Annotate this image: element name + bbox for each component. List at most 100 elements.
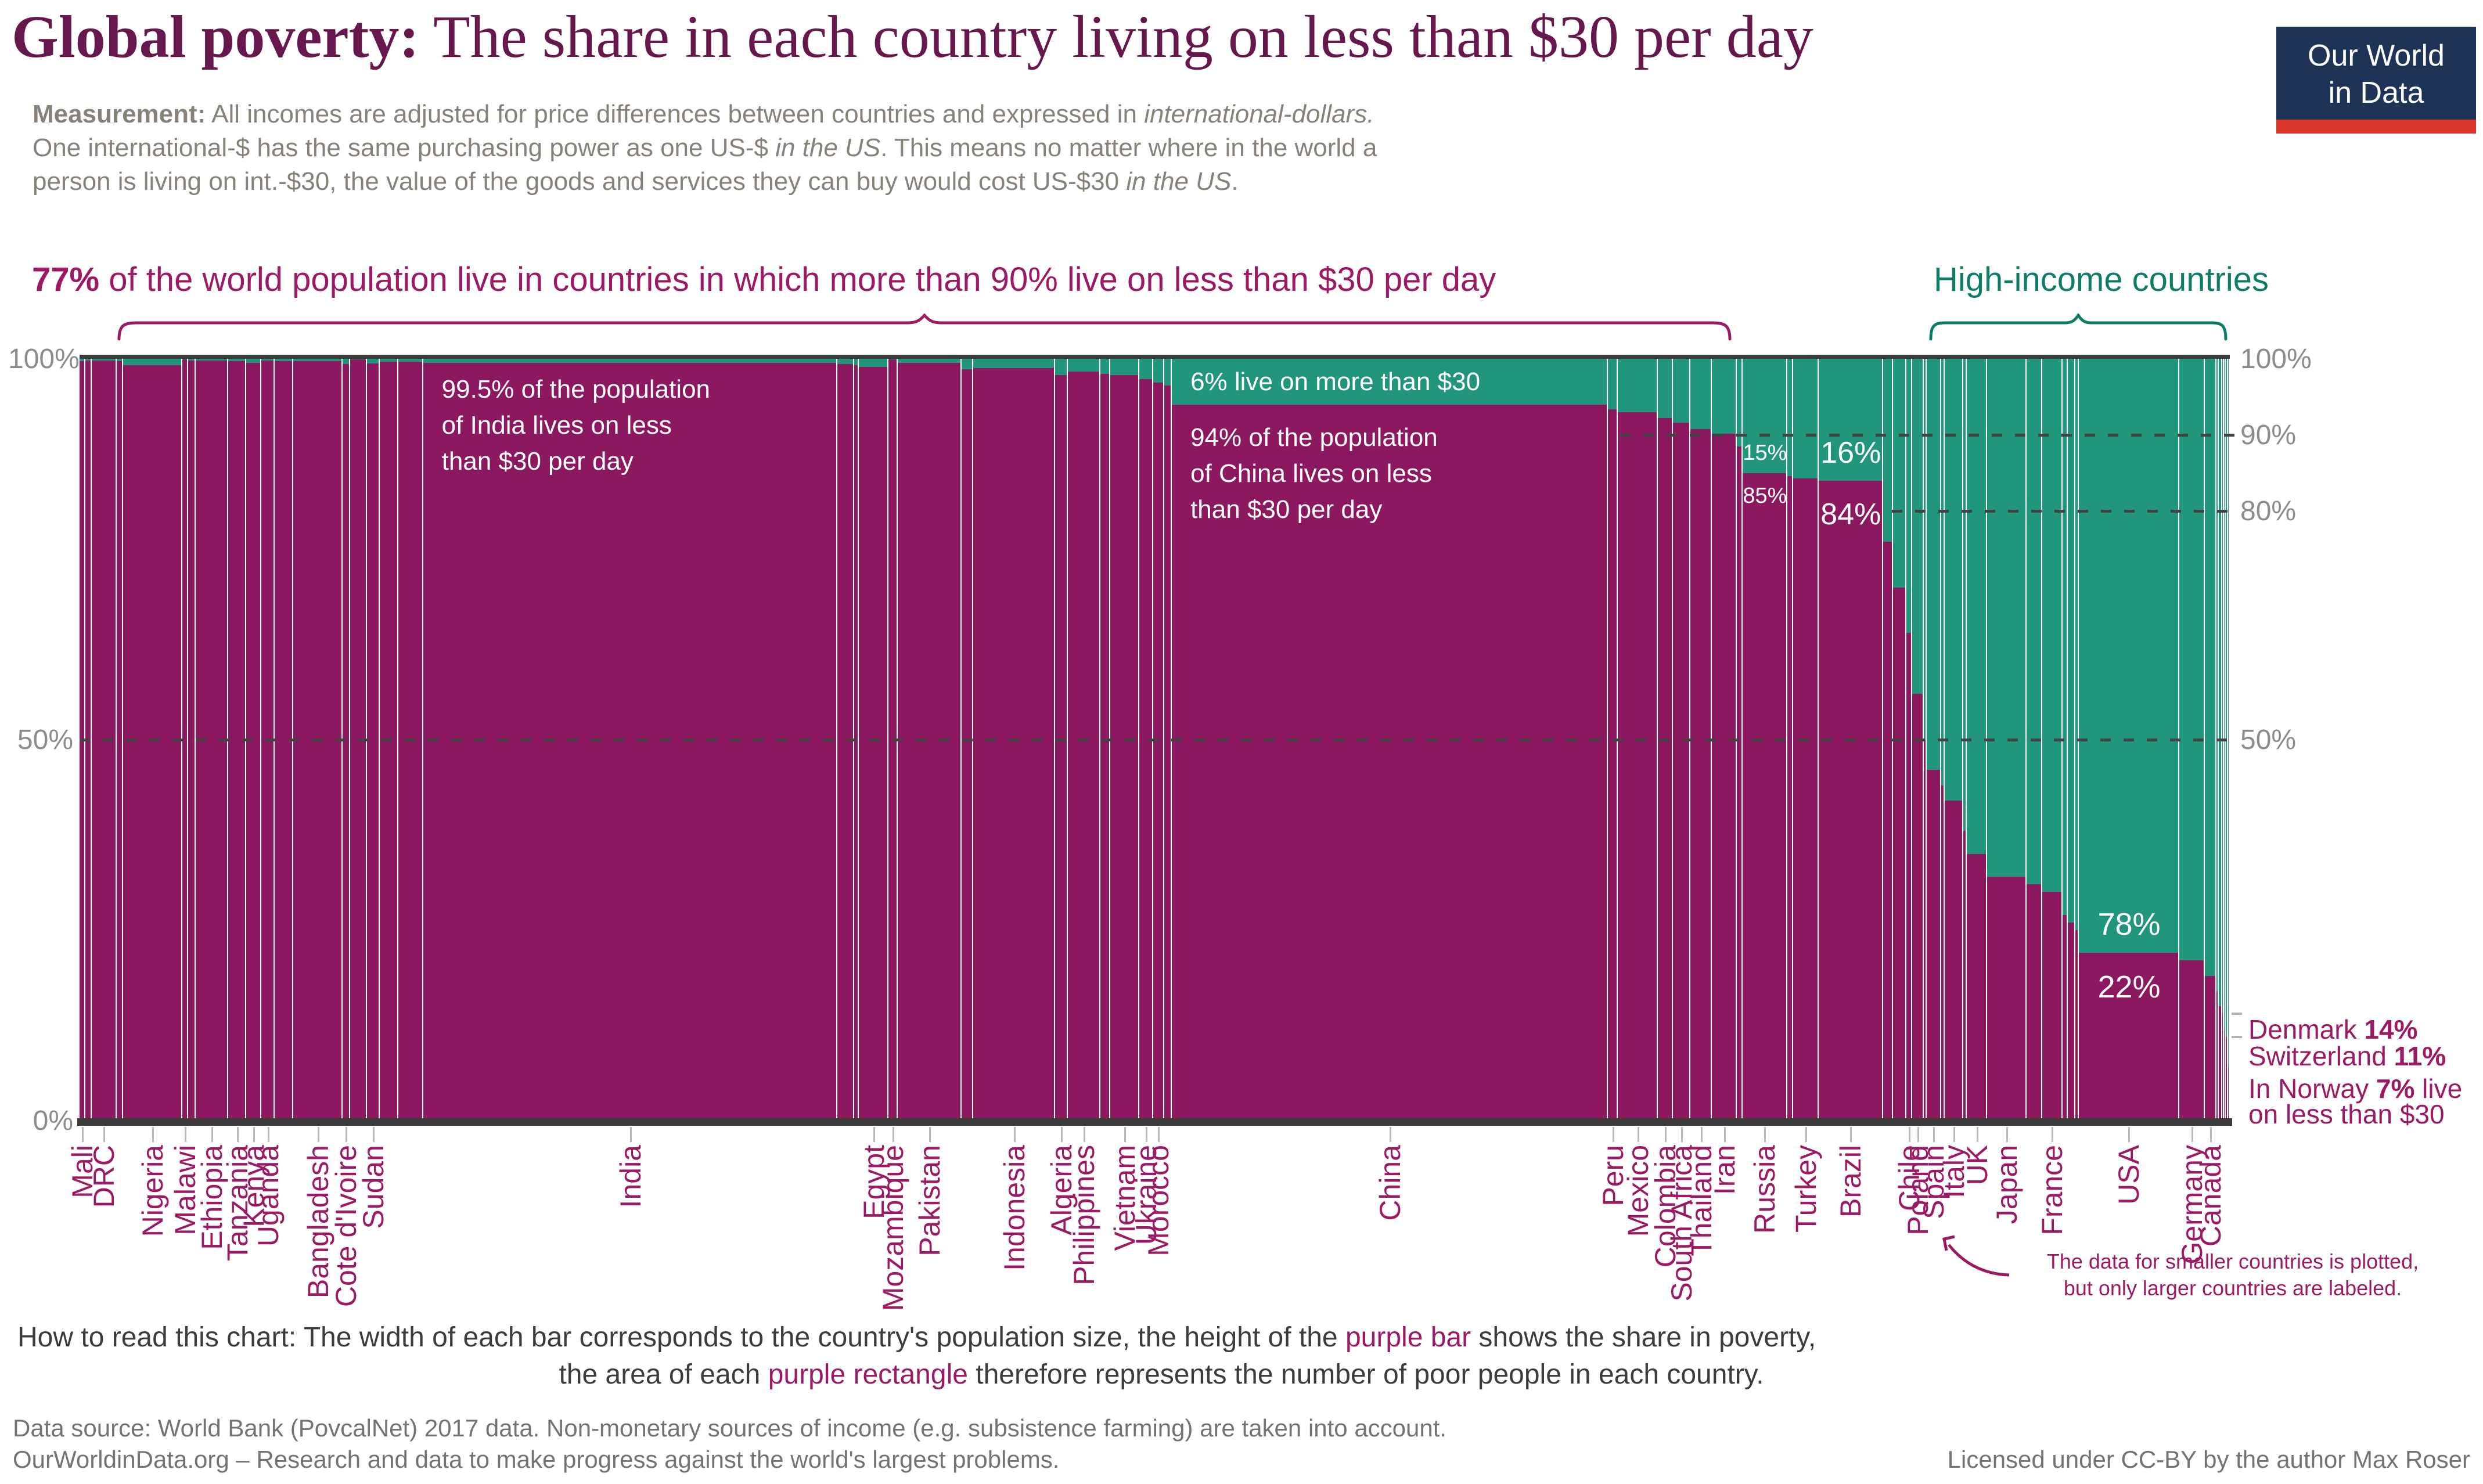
how-to-read: How to read this chart: The width of eac… [17,1319,2305,1393]
x-label-USA: USA [2113,1145,2146,1205]
x-tick-Kenya [253,1127,256,1142]
bar-fill [1164,385,1171,1121]
x-tick-Sudan [373,1127,375,1142]
x-label-UK: UK [1960,1145,1993,1186]
x-tick-Canada [2209,1127,2212,1142]
x-tick-France [2052,1127,2054,1142]
bar-fill [1618,412,1657,1121]
gridline-90 [1620,434,2237,437]
brace-left-icon [117,314,1732,341]
bar-fill [1657,418,1672,1121]
pct-below-USA: 22% [2097,970,2161,1005]
x-tick-South Africa [1681,1127,1683,1142]
gridline-50 [80,739,2237,741]
x-tick-Pakistan [929,1127,931,1142]
bar-fill [2219,1006,2221,1121]
x-tick-Philippines [1083,1127,1085,1142]
india-note-line3: than $30 per day [441,447,634,476]
y-axis-label-left-100: 100% [8,344,80,374]
gridline-80 [1892,510,2237,513]
bar-fill [2075,930,2078,1121]
y-axis-label-right-100: 100% [2240,344,2312,374]
bar-fill [1787,476,1793,1121]
x-label-Pakistan: Pakistan [913,1145,946,1256]
china-note-line3: than $30 per day [1190,495,1383,524]
bar-fill [1737,446,1741,1121]
india-note-line1: 99.5% of the population [441,375,711,404]
x-tick-Ethiopia [211,1127,214,1142]
bar-fill [2222,1014,2223,1121]
right-note-line3: In Norway 7% live [2248,1074,2463,1104]
pct-above-USA: 78% [2097,907,2161,942]
bar-fill [897,362,961,1121]
x-label-France: France [2036,1145,2069,1236]
bar-fill [1963,831,1966,1121]
x-tick-Cote d'Ivoire [346,1127,348,1142]
bar-fill [2216,990,2218,1121]
x-tick-Egypt [873,1127,875,1142]
owid-logo: Our World in Data [2276,27,2476,134]
small-countries-note-line1: The data for smaller countries is plotte… [2046,1249,2419,1273]
pct-below-Brazil: 84% [1820,497,1881,531]
bar-fill [1172,404,1607,1121]
owid-logo-line1: Our World [2308,39,2445,73]
bar-fill [1892,587,1905,1121]
bar-fill [246,362,261,1121]
license-note: Licensed under CC-BY by the author Max R… [1947,1446,2470,1473]
y-axis-label-left-50: 50% [17,725,73,755]
x-label-Bangladesh: Bangladesh [301,1145,334,1299]
owid-logo-line2: in Data [2328,76,2424,110]
bar-fill [2078,953,2179,1121]
bar-fill [2226,1036,2227,1121]
bar-fill [1673,423,1690,1121]
bar-fill [2204,975,2215,1121]
bar-fill [343,364,349,1121]
pct-below-Russia: 85% [1743,483,1787,508]
bar-fill [962,369,973,1121]
x-label-Philippines: Philippines [1067,1145,1100,1285]
x-label-Brazil: Brazil [1834,1145,1867,1218]
bar-fill [854,365,858,1121]
bar-fill [1818,480,1882,1121]
x-tick-Peru [1612,1127,1614,1142]
bar-fill [1690,428,1711,1121]
bar-fill [1987,877,2025,1121]
bar-fill [1608,409,1617,1121]
bar-fill [1923,740,1926,1121]
bar-fill [2179,960,2204,1121]
x-tick-Mozambique [893,1127,895,1142]
page-title: Global poverty: The share in each countr… [12,2,1813,71]
data-source-note: Data source: World Bank (PovcalNet) 2017… [13,1414,1447,1442]
pct-above-Brazil: 16% [1820,435,1881,470]
x-tick-Russia [1764,1127,1766,1142]
india-note-line2: of India lives on less [441,411,672,440]
x-tick-Brazil [1850,1127,1852,1142]
axis-top-line [80,355,2230,359]
x-tick-Chile [1908,1127,1910,1142]
x-label-Iran: Iran [1708,1145,1741,1195]
bar-fill [1743,473,1786,1121]
bar-fill [1927,770,1940,1121]
x-label-Uganda: Uganda [251,1145,285,1247]
page-title-rest: The share in each country living on less… [419,3,1813,70]
x-label-Sudan: Sudan [357,1145,390,1229]
bar-fill [1067,372,1099,1121]
pct-above-Russia: 15% [1743,440,1787,465]
china-teal-note: 6% live on more than $30 [1190,368,1481,397]
x-tick-Vietnam [1124,1127,1127,1142]
bar-fill [973,368,1055,1121]
x-tick-UK [1976,1127,1978,1142]
bar-fill [1944,800,1963,1121]
callout-77pct: 77% of the world population live in coun… [32,261,1496,298]
axis-baseline [77,1118,2232,1126]
x-tick-Mali [82,1127,84,1142]
callout-high-income: High-income countries [1934,261,2269,298]
x-label-Russia: Russia [1748,1145,1782,1234]
bar-fill [1055,374,1067,1121]
bar-fill [1793,478,1818,1121]
owid-logo-box: Our World in Data [2276,27,2476,120]
small-countries-note: The data for smaller countries is plotte… [1992,1248,2474,1302]
how-to-read-line2: the area of each purple rectangle theref… [559,1359,1764,1390]
x-tick-DRC [103,1127,106,1142]
how-to-read-line1: How to read this chart: The width of eac… [17,1322,1816,1353]
